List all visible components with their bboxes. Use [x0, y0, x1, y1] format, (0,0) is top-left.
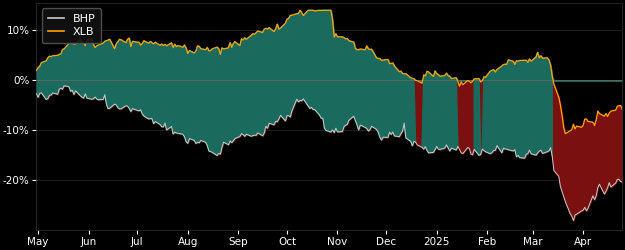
Legend: BHP, XLB: BHP, XLB: [42, 8, 101, 43]
